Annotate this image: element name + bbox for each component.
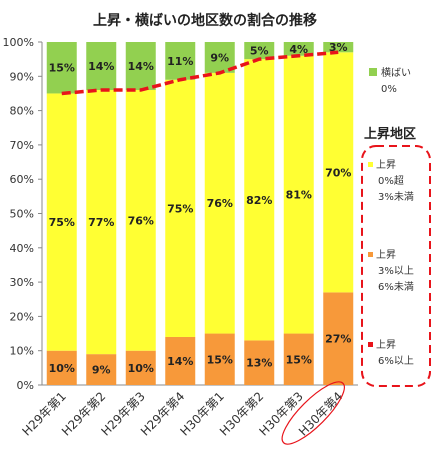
legend-rise-line1: 上昇 [376,339,396,351]
data-label: 14% [167,355,193,368]
legend-rise-box [361,145,431,387]
y-tick-label: 50% [10,208,34,221]
legend-swatch-flat [369,68,377,76]
line-series-rise-6pct [61,50,339,96]
bar-segment [283,55,314,334]
data-label: 3% [329,41,348,54]
data-label: 11% [167,55,193,68]
data-label: 9% [210,51,229,64]
data-label: 4% [289,43,308,56]
bar-segment [46,42,77,94]
data-label: 15% [286,353,312,366]
bar-segment [46,93,77,351]
data-label: 27% [325,333,351,346]
y-tick-label: 40% [10,242,34,255]
bar-segment [125,42,156,91]
data-label: 15% [207,353,233,366]
bar-segment [204,72,235,334]
bar-segment [244,42,275,60]
bar-segment [165,42,196,80]
y-tick-label: 30% [10,276,34,289]
legend-rise-line2: 3%以上 [378,265,414,277]
bar-segment [204,333,235,385]
bar-segment [46,350,77,385]
data-label: 81% [286,189,312,202]
data-label: 82% [246,194,272,207]
bar-segment [125,90,156,351]
data-label: 9% [92,364,111,377]
data-label: 10% [128,362,154,375]
y-tick-label: 100% [3,36,34,49]
bar-segment [244,59,275,341]
legend-swatch-rise [368,342,373,347]
bar-segment [244,340,275,385]
data-label: 75% [49,216,75,229]
legend-rise-title: 上昇地区 [364,126,416,142]
legend-label-flat: 横ばい [381,66,411,79]
data-label: 15% [49,62,75,75]
bar-segment [86,42,117,91]
y-tick-label: 80% [10,105,34,118]
y-tick-label: 90% [10,70,34,83]
bar-segment [283,42,314,56]
chart-title: 上昇・横ばいの地区数の割合の推移 [93,12,317,29]
legend-rise-line2: 6%以上 [378,355,414,367]
bar-segment [323,292,354,385]
data-label: 5% [250,45,269,58]
legend-rise-line2: 0%超 [378,174,404,187]
data-label: 14% [88,60,114,73]
legend-rise-line1: 上昇 [376,249,396,261]
legend-swatch-rise [368,252,373,257]
bar-segment [165,336,196,385]
bar-segment [86,354,117,385]
y-tick-label: 70% [10,139,34,152]
bar-segment [323,42,354,53]
highlight-ellipse [281,381,345,445]
legend-rise-line3: 6%未満 [378,281,414,293]
data-label: 77% [88,216,114,229]
legend-rise-line3: 3%未満 [378,191,414,203]
legend-value-flat: 0% [381,84,397,95]
bar-segment [165,79,196,337]
data-label: 13% [246,357,272,370]
bar-segment [323,52,354,293]
y-tick-label: 0% [17,379,34,392]
bar-segment [86,90,117,355]
y-tick-label: 10% [10,345,34,358]
data-label: 14% [128,60,154,73]
bar-segment [125,350,156,385]
data-label: 76% [207,197,233,210]
data-label: 76% [128,214,154,227]
legend-rise-line1: 上昇 [376,159,396,171]
data-label: 75% [167,202,193,215]
y-tick-label: 20% [10,310,34,323]
data-label: 10% [49,362,75,375]
data-label: 70% [325,166,351,179]
legend-swatch-rise [368,162,373,167]
bar-segment [283,333,314,385]
y-tick-label: 60% [10,173,34,186]
plot-area: 0% 10% 20% 30% 40% 50% 60% 70% 80% 90% 100% 10% 75% 1… [3,36,358,445]
